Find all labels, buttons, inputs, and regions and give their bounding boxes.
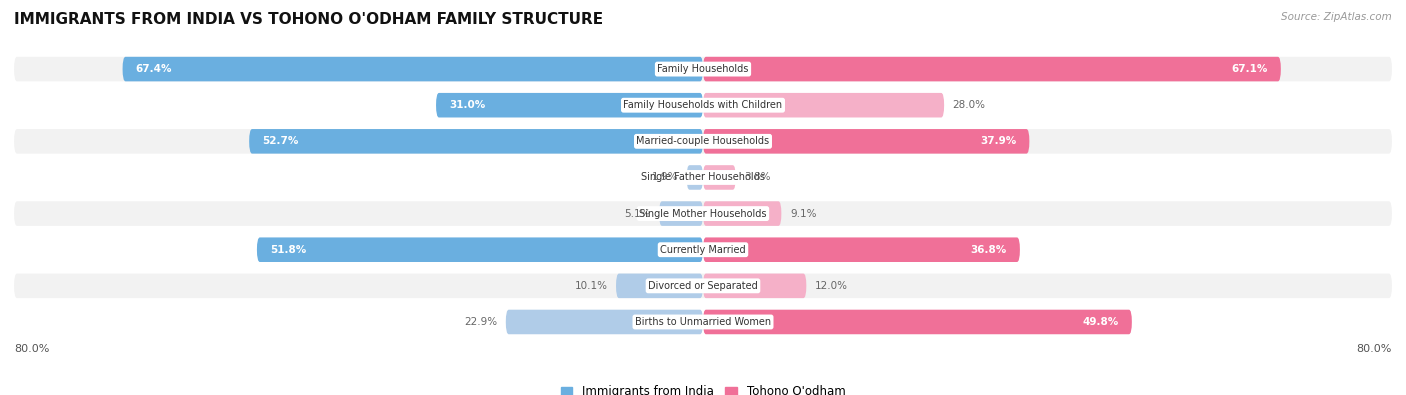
Text: Family Households with Children: Family Households with Children — [623, 100, 783, 110]
Text: 80.0%: 80.0% — [14, 344, 49, 354]
FancyBboxPatch shape — [436, 93, 703, 117]
FancyBboxPatch shape — [703, 274, 807, 298]
FancyBboxPatch shape — [257, 237, 703, 262]
FancyBboxPatch shape — [14, 165, 1392, 190]
FancyBboxPatch shape — [703, 57, 1281, 81]
FancyBboxPatch shape — [703, 165, 735, 190]
FancyBboxPatch shape — [616, 274, 703, 298]
FancyBboxPatch shape — [703, 201, 782, 226]
Text: 49.8%: 49.8% — [1083, 317, 1119, 327]
FancyBboxPatch shape — [14, 237, 1392, 262]
FancyBboxPatch shape — [249, 129, 703, 154]
Text: 31.0%: 31.0% — [449, 100, 485, 110]
Text: 22.9%: 22.9% — [464, 317, 498, 327]
FancyBboxPatch shape — [703, 93, 945, 117]
Text: 37.9%: 37.9% — [980, 136, 1017, 146]
Text: Divorced or Separated: Divorced or Separated — [648, 281, 758, 291]
Text: 12.0%: 12.0% — [815, 281, 848, 291]
Text: Currently Married: Currently Married — [661, 245, 745, 255]
Text: Single Father Households: Single Father Households — [641, 173, 765, 182]
Legend: Immigrants from India, Tohono O'odham: Immigrants from India, Tohono O'odham — [555, 380, 851, 395]
Text: 67.4%: 67.4% — [135, 64, 172, 74]
Text: IMMIGRANTS FROM INDIA VS TOHONO O'ODHAM FAMILY STRUCTURE: IMMIGRANTS FROM INDIA VS TOHONO O'ODHAM … — [14, 12, 603, 27]
FancyBboxPatch shape — [703, 310, 1132, 334]
FancyBboxPatch shape — [14, 274, 1392, 298]
Text: 3.8%: 3.8% — [744, 173, 770, 182]
FancyBboxPatch shape — [703, 129, 1029, 154]
Text: 52.7%: 52.7% — [262, 136, 298, 146]
Text: 28.0%: 28.0% — [953, 100, 986, 110]
FancyBboxPatch shape — [14, 129, 1392, 154]
FancyBboxPatch shape — [686, 165, 703, 190]
Text: Married-couple Households: Married-couple Households — [637, 136, 769, 146]
Text: 80.0%: 80.0% — [1357, 344, 1392, 354]
Text: 67.1%: 67.1% — [1232, 64, 1268, 74]
Text: Family Households: Family Households — [658, 64, 748, 74]
FancyBboxPatch shape — [659, 201, 703, 226]
Text: 9.1%: 9.1% — [790, 209, 817, 218]
Text: Single Mother Households: Single Mother Households — [640, 209, 766, 218]
Text: Source: ZipAtlas.com: Source: ZipAtlas.com — [1281, 12, 1392, 22]
FancyBboxPatch shape — [14, 201, 1392, 226]
FancyBboxPatch shape — [703, 237, 1019, 262]
FancyBboxPatch shape — [122, 57, 703, 81]
Text: 51.8%: 51.8% — [270, 245, 307, 255]
Text: 5.1%: 5.1% — [624, 209, 651, 218]
FancyBboxPatch shape — [506, 310, 703, 334]
Text: 1.9%: 1.9% — [651, 173, 678, 182]
FancyBboxPatch shape — [14, 310, 1392, 334]
FancyBboxPatch shape — [14, 57, 1392, 81]
Text: 36.8%: 36.8% — [970, 245, 1007, 255]
FancyBboxPatch shape — [14, 93, 1392, 117]
Text: Births to Unmarried Women: Births to Unmarried Women — [636, 317, 770, 327]
Text: 10.1%: 10.1% — [575, 281, 607, 291]
